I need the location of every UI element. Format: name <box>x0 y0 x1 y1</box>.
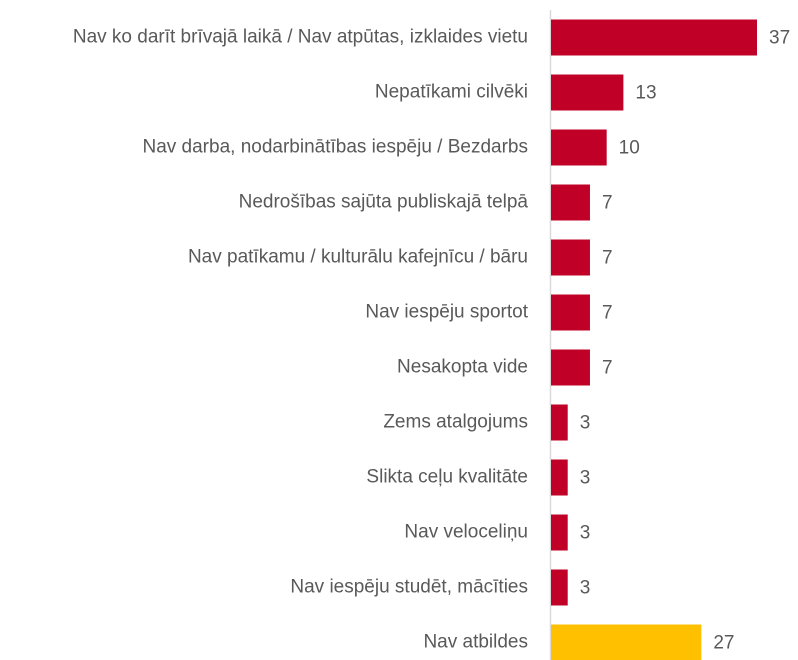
bar <box>551 459 568 496</box>
bar <box>551 294 590 331</box>
bar <box>551 514 568 551</box>
bar <box>551 624 702 660</box>
bar <box>551 239 590 276</box>
category-label: Nepatīkami cilvēki <box>375 82 528 103</box>
value-label: 3 <box>580 578 591 599</box>
category-label: Nav iespēju studēt, mācīties <box>290 577 528 598</box>
value-label: 37 <box>769 28 790 49</box>
value-label: 10 <box>619 138 640 159</box>
bar <box>551 19 757 56</box>
value-label: 7 <box>602 303 613 324</box>
value-label: 13 <box>635 83 656 104</box>
category-label: Nesakopta vide <box>397 357 528 378</box>
bar <box>551 349 590 386</box>
category-label: Nav veloceliņu <box>404 522 528 543</box>
value-label: 7 <box>602 193 613 214</box>
category-label: Slikta ceļu kvalitāte <box>366 467 528 488</box>
bar <box>551 404 568 441</box>
category-label: Nav ko darīt brīvajā laikā / Nav atpūtas… <box>73 27 528 48</box>
category-label: Nav atbildes <box>423 632 528 653</box>
bar <box>551 569 568 606</box>
value-label: 3 <box>580 468 591 489</box>
bar <box>551 129 607 166</box>
category-label: Nedrošības sajūta publiskajā telpā <box>239 192 529 213</box>
category-label: Nav patīkamu / kulturālu kafejnīcu / bār… <box>188 247 528 268</box>
value-label: 3 <box>580 523 591 544</box>
value-label: 27 <box>713 633 734 654</box>
category-label: Nav darba, nodarbinātības iespēju / Bezd… <box>142 137 528 158</box>
value-label: 3 <box>580 413 591 434</box>
bar <box>551 184 590 221</box>
value-label: 7 <box>602 358 613 379</box>
category-label: Zems atalgojums <box>383 412 528 433</box>
value-label: 7 <box>602 248 613 269</box>
bar <box>551 74 624 111</box>
category-label: Nav iespēju sportot <box>365 302 528 323</box>
